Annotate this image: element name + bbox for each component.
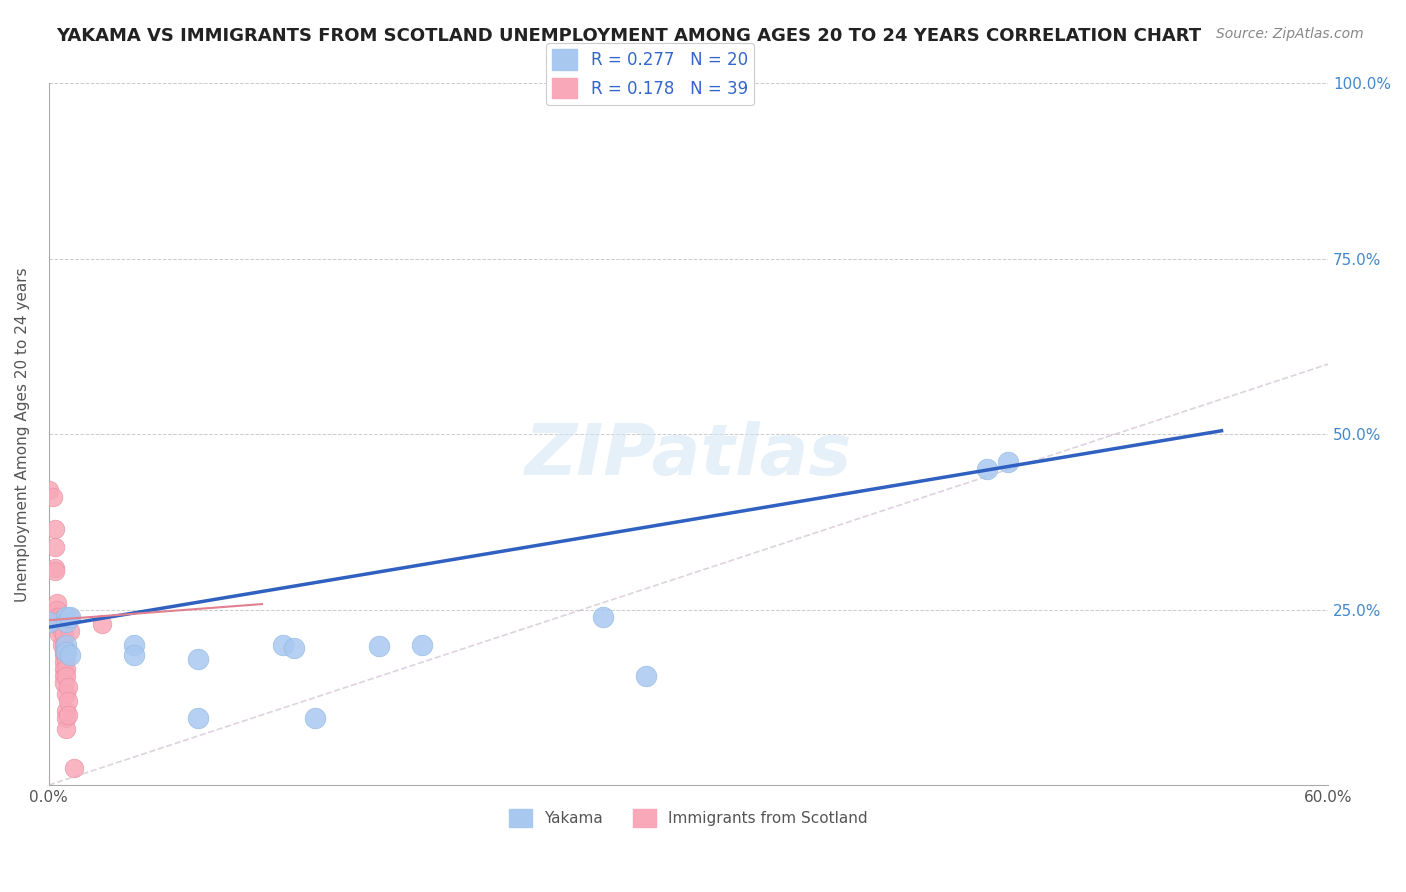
Y-axis label: Unemployment Among Ages 20 to 24 years: Unemployment Among Ages 20 to 24 years [15,267,30,601]
Point [51,620,73,634]
Point [38,615,60,630]
Point [59,609,82,624]
Point [55,662,77,676]
Point [283,641,305,656]
Point [46,609,69,624]
Point [91,616,114,631]
Point [122,638,145,652]
Point [52,645,75,659]
Point [55,638,77,652]
Point [55,711,77,725]
Point [55,609,77,624]
Point [55,705,77,719]
Text: YAKAMA VS IMMIGRANTS FROM SCOTLAND UNEMPLOYMENT AMONG AGES 20 TO 24 YEARS CORREL: YAKAMA VS IMMIGRANTS FROM SCOTLAND UNEMP… [56,27,1201,45]
Point [592,609,614,624]
Point [46,602,69,616]
Point [59,609,82,624]
Point [52,662,75,676]
Point [56,680,79,694]
Point [44,522,66,536]
Point [59,624,82,638]
Point [304,711,326,725]
Point [48,613,70,627]
Point [59,648,82,663]
Point [42,491,65,505]
Point [634,669,657,683]
Point [52,655,75,669]
Text: Source: ZipAtlas.com: Source: ZipAtlas.com [1216,27,1364,41]
Point [44,560,66,574]
Point [52,648,75,663]
Legend: Yakama, Immigrants from Scotland: Yakama, Immigrants from Scotland [503,803,875,834]
Point [187,652,209,666]
Point [51,613,73,627]
Point [46,596,69,610]
Point [52,638,75,652]
Point [52,627,75,641]
Point [55,615,77,630]
Point [976,462,998,476]
Point [271,638,294,652]
Point [55,687,77,701]
Point [48,627,70,641]
Point [51,638,73,652]
Point [55,652,77,666]
Point [997,455,1019,469]
Point [38,483,60,498]
Point [44,564,66,578]
Point [55,645,77,659]
Point [55,722,77,736]
Point [44,540,66,554]
Point [48,609,70,624]
Point [368,639,391,653]
Point [52,669,75,683]
Point [56,707,79,722]
Point [52,676,75,690]
Point [55,648,77,663]
Point [122,648,145,663]
Text: ZIPatlas: ZIPatlas [524,421,852,490]
Point [187,711,209,725]
Point [411,638,433,652]
Point [51,624,73,638]
Point [55,669,77,683]
Point [63,760,86,774]
Point [56,694,79,708]
